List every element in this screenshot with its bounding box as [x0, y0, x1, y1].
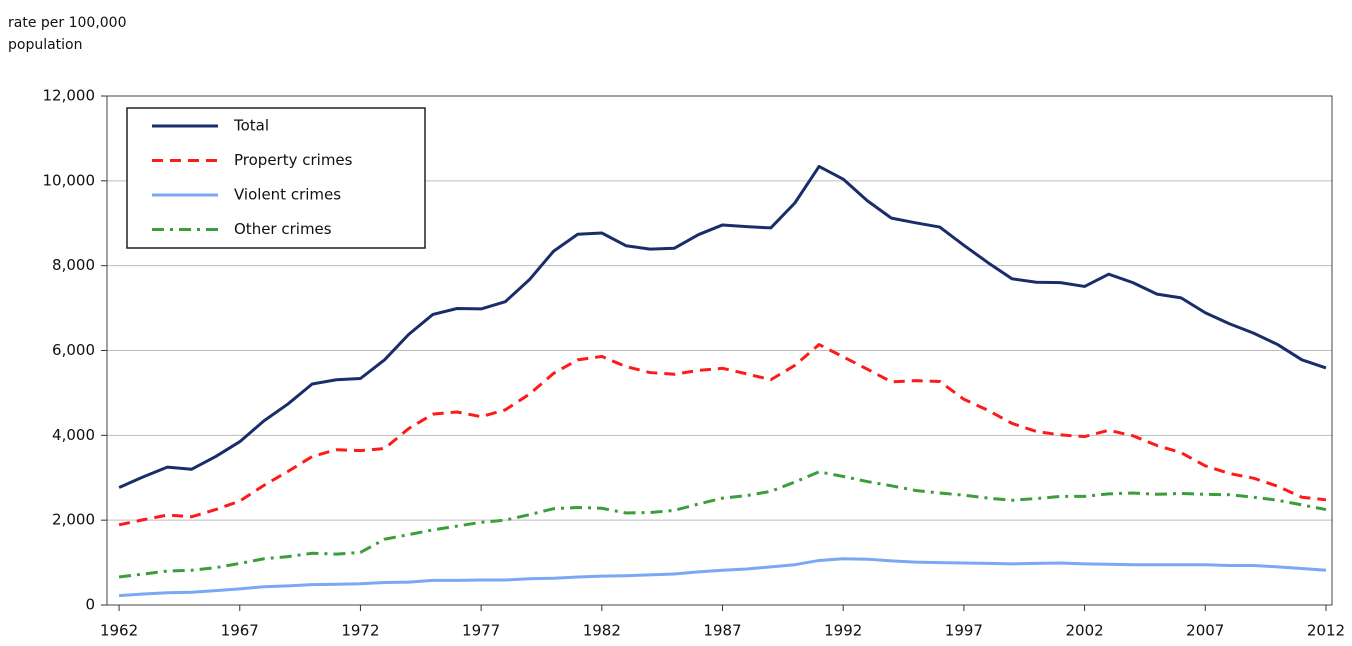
y-tick-label: 4,000	[52, 426, 95, 444]
x-tick-label: 2002	[1065, 622, 1103, 640]
series-line	[118, 343, 1327, 527]
x-tick-label: 1967	[221, 622, 259, 640]
y-tick-label: 2,000	[52, 511, 95, 529]
legend-label: Total	[233, 117, 269, 135]
y-tick-label: 0	[85, 596, 95, 614]
x-tick-label: 1962	[100, 622, 138, 640]
legend-label: Property crimes	[234, 151, 353, 169]
x-tick-label: 1982	[583, 622, 621, 640]
x-tick-label: 1992	[824, 622, 862, 640]
y-axis-label: rate per 100,000 population	[8, 15, 127, 53]
y-tick-label: 8,000	[52, 256, 95, 274]
series-line	[118, 557, 1327, 598]
legend-box	[126, 107, 426, 249]
series-line	[118, 470, 1327, 579]
x-tick-label: 2012	[1307, 622, 1345, 640]
y-tick-label: 6,000	[52, 341, 95, 359]
x-tick-label: 1987	[703, 622, 741, 640]
x-tick-label: 2007	[1186, 622, 1224, 640]
legend-label: Violent crimes	[234, 186, 341, 204]
x-tick-label: 1972	[341, 622, 379, 640]
x-tick-label: 1997	[945, 622, 983, 640]
plot-frame	[106, 95, 1333, 606]
y-tick-label: 10,000	[43, 171, 96, 189]
y-tick-label: 12,000	[43, 87, 96, 105]
x-tick-label: 1977	[462, 622, 500, 640]
legend-label: Other crimes	[234, 220, 332, 238]
series-line	[118, 164, 1327, 489]
